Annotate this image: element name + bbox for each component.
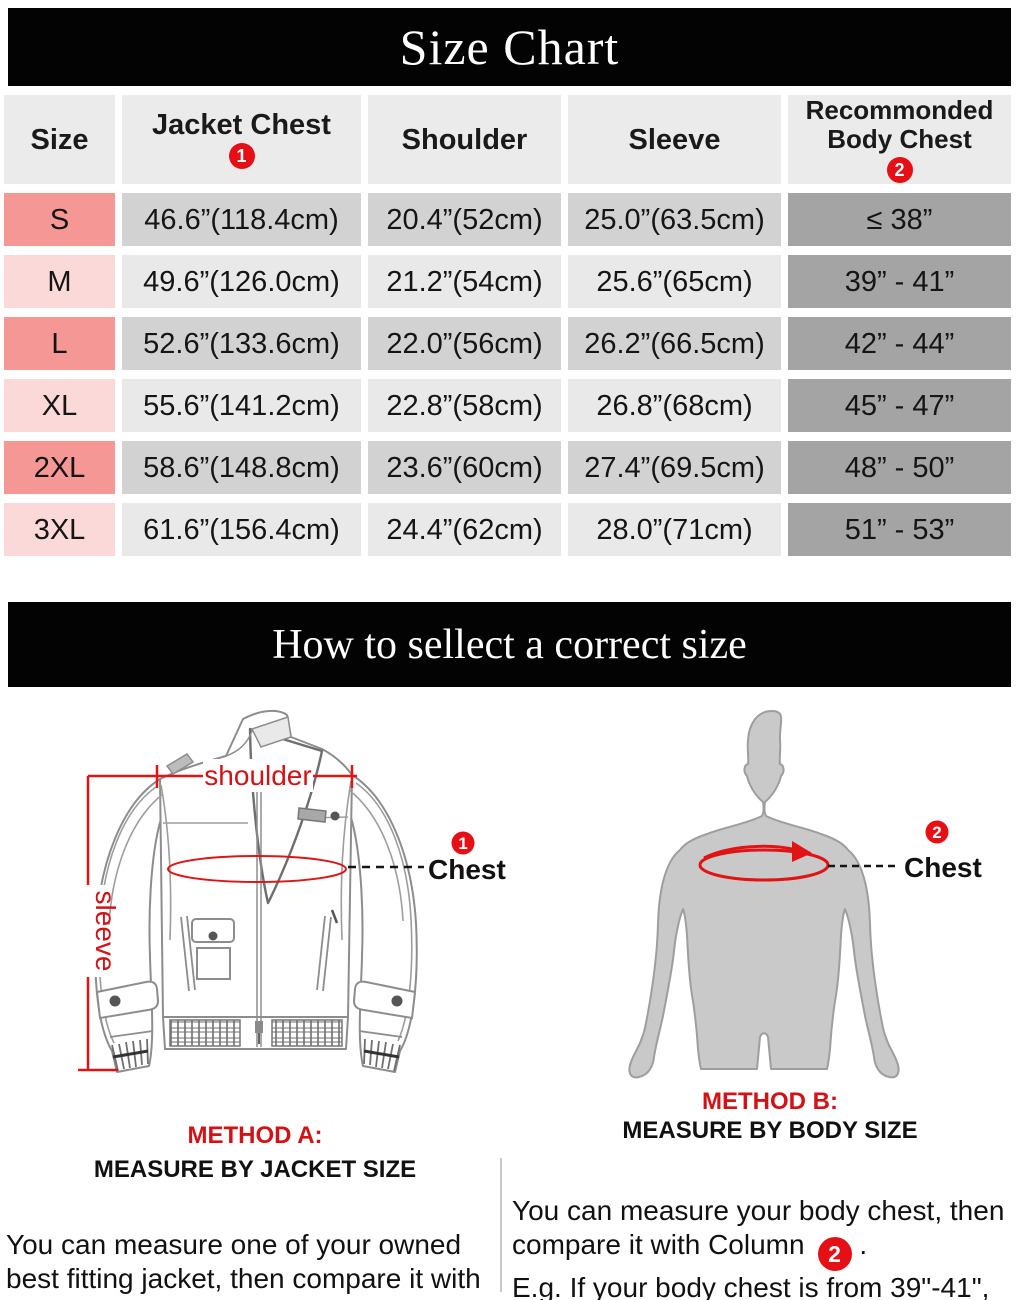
- table-row-size: L: [4, 317, 115, 370]
- table-cell: 28.0”(71cm): [568, 503, 781, 556]
- table-cell: 26.8”(68cm): [568, 379, 781, 432]
- method-b-description: You can measure your body chest, then co…: [512, 1195, 1005, 1300]
- table-row-size: 3XL: [4, 503, 115, 556]
- size-table: Size Jacket Chest 1 Shoulder Sleeve Reco…: [4, 95, 1011, 556]
- body-chest-label: Chest: [904, 852, 982, 883]
- table-row-size: S: [4, 193, 115, 246]
- measure-arrow: [703, 844, 797, 860]
- table-cell: 45” - 47”: [788, 379, 1011, 432]
- column-header-body-chest: Recommonded Body Chest 2: [788, 95, 1011, 184]
- method-a-subtitle: MEASURE BY JACKET SIZE: [93, 1156, 417, 1183]
- table-cell: 22.8”(58cm): [368, 379, 561, 432]
- method-b-subtitle: MEASURE BY BODY SIZE: [622, 1117, 918, 1144]
- jacket-hem-ribbing: [271, 1019, 343, 1047]
- table-cell: 22.0”(56cm): [368, 317, 561, 370]
- table-cell: 24.4”(62cm): [368, 503, 561, 556]
- table-cell: 23.6”(60cm): [368, 441, 561, 494]
- jacket-hem-ribbing: [169, 1019, 241, 1047]
- svg-text:1: 1: [458, 834, 467, 853]
- table-cell: 48” - 50”: [788, 441, 1011, 494]
- method-a-description: You can measure one of your owned best f…: [6, 1229, 481, 1300]
- column-divider: [500, 1158, 502, 1292]
- table-row-size: M: [4, 255, 115, 308]
- table-cell: 26.2”(66.5cm): [568, 317, 781, 370]
- jacket-cuff-ribbing: [109, 1030, 403, 1072]
- table-cell: 58.6”(148.8cm): [122, 441, 361, 494]
- table-cell: 55.6”(141.2cm): [122, 379, 361, 432]
- badge-2-icon: 2: [817, 1237, 852, 1271]
- table-cell: 39” - 41”: [788, 255, 1011, 308]
- jacket-measurement-diagram: shoulder sleeve Chest 1: [72, 709, 506, 1073]
- method-b-title: METHOD B:: [702, 1088, 838, 1115]
- badge-1-icon: [451, 831, 475, 855]
- jacket-inner-collar: [250, 716, 292, 748]
- column-header-jacket-chest: Jacket Chest 1: [122, 95, 361, 184]
- jacket-flap-pocket: [191, 918, 235, 943]
- column-header-sleeve: Sleeve: [568, 95, 781, 184]
- table-cell: 49.6”(126.0cm): [122, 255, 361, 308]
- chest-measure-ellipse: [167, 855, 347, 883]
- sleeve-label: sleeve: [90, 891, 121, 972]
- table-cell: ≤ 38”: [788, 193, 1011, 246]
- jacket-epaulette: [165, 753, 195, 775]
- page-title: Size Chart: [399, 19, 620, 75]
- table-row-size: XL: [4, 379, 115, 432]
- table-row-size: 2XL: [4, 441, 115, 494]
- column-header-size: Size: [4, 95, 115, 184]
- jacket-cuff-tab: [95, 980, 160, 1020]
- table-cell: 46.6”(118.4cm): [122, 193, 361, 246]
- size-chart-header-bar: Size Chart: [8, 8, 1011, 86]
- badge-2-icon: [925, 820, 949, 844]
- table-cell: 61.6”(156.4cm): [122, 503, 361, 556]
- jacket-chest-zip: [297, 807, 327, 823]
- measure-arrowhead-icon: [792, 841, 812, 862]
- jacket-chest-label: Chest: [428, 854, 506, 885]
- jacket-pockets: [180, 909, 339, 992]
- jacket-zipper: [256, 759, 262, 1047]
- how-to-select-header-bar: How to sellect a correct size: [8, 602, 1011, 687]
- table-cell: 25.6”(65cm): [568, 255, 781, 308]
- table-cell: 42” - 44”: [788, 317, 1011, 370]
- body-silhouette: [628, 710, 900, 1079]
- method-a-title: METHOD A:: [187, 1122, 323, 1149]
- shoulder-label: shoulder: [204, 760, 311, 791]
- jacket-cuff-tab: [352, 980, 417, 1020]
- table-cell: 20.4”(52cm): [368, 193, 561, 246]
- table-cell: 51” - 53”: [788, 503, 1011, 556]
- jacket-patch-pocket: [196, 947, 231, 980]
- table-cell: 21.2”(54cm): [368, 255, 561, 308]
- table-cell: 52.6”(133.6cm): [122, 317, 361, 370]
- column-header-shoulder: Shoulder: [368, 95, 561, 184]
- body-measurement-diagram: Chest 2: [628, 710, 982, 1079]
- table-cell: 25.0”(63.5cm): [568, 193, 781, 246]
- column-2-badge: 2: [886, 157, 913, 183]
- table-cell: 27.4”(69.5cm): [568, 441, 781, 494]
- svg-text:2: 2: [932, 823, 941, 842]
- column-1-badge: 1: [228, 143, 255, 169]
- section-title: How to sellect a correct size: [272, 621, 747, 668]
